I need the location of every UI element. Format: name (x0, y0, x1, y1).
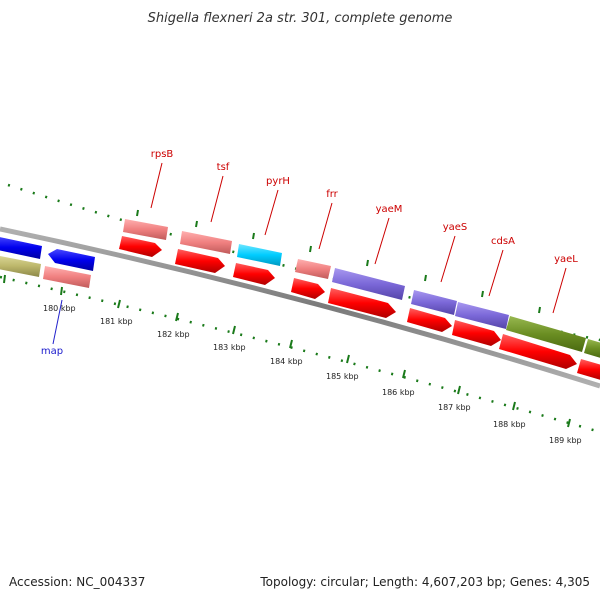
gene-label-yaeL[interactable]: yaeL (554, 254, 578, 265)
outer-scale-tick (538, 306, 541, 314)
backbone-line (0, 226, 600, 389)
tick-label: 185 kbp (326, 372, 359, 381)
outer-scale-tick (136, 209, 139, 217)
tick-label: 184 kbp (270, 357, 303, 366)
scale-tick (289, 339, 293, 349)
gene-feature[interactable] (123, 219, 168, 240)
scale-tick (402, 369, 406, 379)
gene-feature[interactable] (291, 278, 325, 299)
gene-feature[interactable] (0, 255, 41, 277)
tick-label: 188 kbp (493, 420, 526, 429)
outer-scale-tick (481, 290, 484, 298)
tick-label: 186 kbp (382, 388, 415, 397)
tick-label: 181 kbp (100, 317, 133, 326)
map-link[interactable]: map (41, 346, 63, 357)
genome-backbone (0, 226, 600, 389)
inner-gene-row (0, 236, 600, 380)
scale-tick (512, 401, 516, 411)
outer-scale-tick (309, 245, 312, 253)
accession-text: Accession: NC_004337 (9, 575, 145, 589)
tick-label: 189 kbp (549, 436, 582, 445)
tick-label: 183 kbp (213, 343, 246, 352)
outer-scale-tick (195, 220, 198, 228)
gene-label-rpsB[interactable]: rpsB (151, 149, 174, 160)
genome-summary-text: Topology: circular; Length: 4,607,203 bp… (259, 575, 590, 589)
gene-feature[interactable] (0, 236, 42, 259)
gene-feature[interactable] (506, 316, 586, 352)
gene-feature[interactable] (328, 288, 396, 318)
gene-labels: rpsB tsf pyrH frr yaeM yaeS cdsA yaeL (151, 149, 579, 265)
gene-feature[interactable] (455, 302, 509, 329)
scale-tick (60, 286, 63, 296)
map-title: Shigella flexneri 2a str. 301, complete … (148, 11, 453, 26)
outer-scale-ticks (136, 209, 541, 314)
gene-feature[interactable] (577, 359, 600, 380)
gene-feature[interactable] (332, 268, 405, 300)
leader-line (264, 189, 279, 236)
gene-feature[interactable] (48, 249, 95, 271)
gene-feature[interactable] (233, 263, 275, 285)
tick-label: 182 kbp (157, 330, 190, 339)
gene-feature[interactable] (237, 244, 282, 266)
outer-scale-tick (366, 259, 369, 267)
gene-label-frr[interactable]: frr (326, 189, 338, 200)
gene-label-tsf[interactable]: tsf (217, 162, 230, 173)
scale-tick (232, 325, 236, 335)
gene-label-leaders (150, 162, 567, 314)
gene-feature[interactable] (407, 308, 452, 332)
gene-label-yaeS[interactable]: yaeS (443, 222, 468, 233)
leader-line (210, 175, 224, 223)
map-leader-line (52, 299, 63, 345)
leader-line (374, 217, 390, 265)
gene-feature[interactable] (411, 290, 457, 315)
scale-tick (346, 354, 350, 364)
leader-line (440, 235, 456, 283)
outer-scale-tick (424, 274, 427, 282)
leader-line (552, 267, 567, 314)
outer-scale-tick (252, 232, 255, 240)
map-link-group[interactable]: map (41, 299, 63, 357)
gene-feature[interactable] (452, 320, 501, 346)
gene-feature[interactable] (295, 259, 331, 279)
gene-label-pyrH[interactable]: pyrH (266, 176, 290, 187)
scale-tick (175, 312, 179, 322)
gene-feature[interactable] (499, 334, 577, 369)
leader-line (318, 202, 333, 250)
scale-tick (567, 418, 571, 428)
gene-feature[interactable] (119, 236, 162, 257)
tick-label: 187 kbp (438, 403, 471, 412)
scale-tick (3, 274, 6, 284)
gene-feature[interactable] (180, 231, 232, 254)
gene-label-cdsA[interactable]: cdsA (491, 236, 515, 247)
leader-line (150, 162, 163, 209)
gene-feature[interactable] (175, 249, 225, 273)
gene-feature[interactable] (584, 339, 600, 358)
gene-feature[interactable] (43, 266, 91, 288)
gene-label-yaeM[interactable]: yaeM (376, 204, 403, 215)
scale-ticks (3, 274, 571, 428)
scale-tick (457, 385, 461, 395)
tick-label: 180 kbp (43, 304, 76, 313)
tick-labels: 180 kbp 181 kbp 182 kbp 183 kbp 184 kbp … (43, 304, 582, 445)
leader-line (488, 249, 504, 297)
scale-tick (117, 299, 121, 309)
outer-gene-row (0, 219, 600, 358)
